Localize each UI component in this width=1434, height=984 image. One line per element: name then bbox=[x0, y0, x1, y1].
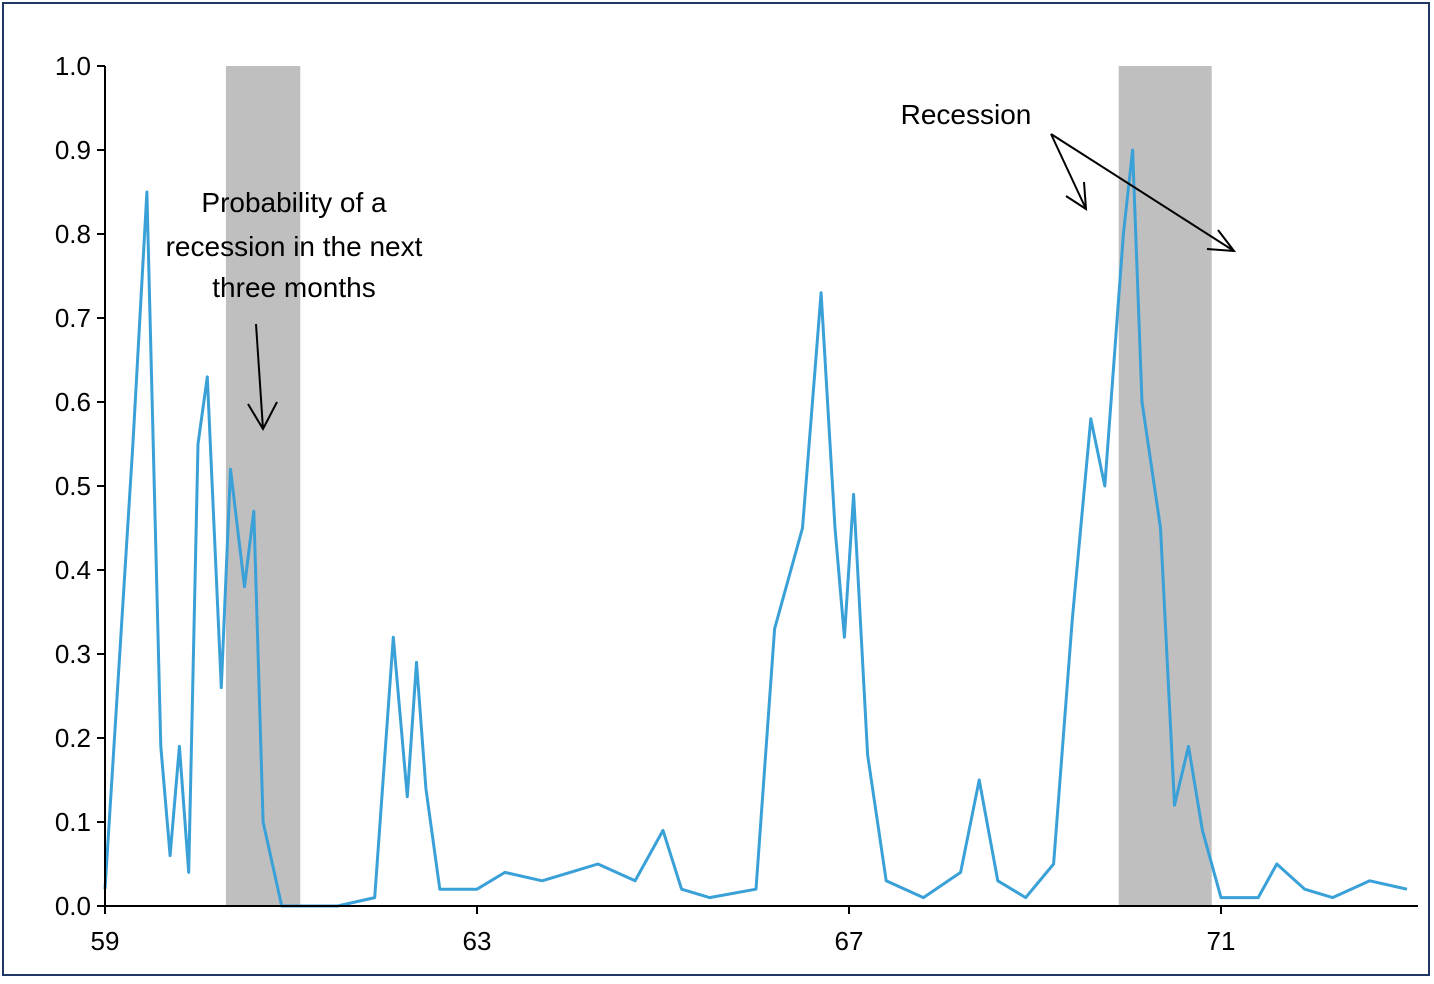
y-tick-label: 0.1 bbox=[55, 807, 91, 837]
y-tick-label: 0.3 bbox=[55, 639, 91, 669]
probability-annotation-line-2: recession in the next bbox=[166, 231, 423, 262]
recession-annotation: Recession bbox=[901, 99, 1237, 253]
probability-arrow bbox=[255, 323, 264, 430]
y-tick-label: 0.4 bbox=[55, 555, 91, 585]
probability-series-line bbox=[103, 148, 1408, 908]
x-ticks: 59 63 67 71 bbox=[91, 906, 1236, 956]
y-tick-label: 0.9 bbox=[55, 135, 91, 165]
x-tick-label: 63 bbox=[463, 926, 492, 956]
probability-annotation-line-1: Probability of a bbox=[201, 187, 387, 218]
recession-arrow-2008 bbox=[1050, 133, 1235, 252]
y-tick-label: 0.5 bbox=[55, 471, 91, 501]
recession-annotation-label: Recession bbox=[901, 99, 1032, 130]
recession-probability-chart: 0.0 0.1 0.2 0.3 0.4 0.5 0.6 0.7 0.8 0.9 1.0 59 63 67… bbox=[55, 51, 1418, 956]
recession-band-0 bbox=[225, 66, 301, 906]
x-tick-label: 67 bbox=[835, 926, 864, 956]
y-tick-label: 0.6 bbox=[55, 387, 91, 417]
x-tick-label: 71 bbox=[1207, 926, 1236, 956]
probability-annotation: Probability of a recession in the next t… bbox=[166, 187, 423, 432]
y-tick-label: 1.0 bbox=[55, 51, 91, 81]
recession-arrow-2001 bbox=[1050, 133, 1087, 210]
y-tick-label: 0.0 bbox=[55, 891, 91, 921]
recession-band-1 bbox=[1118, 66, 1212, 906]
recession-arrowhead-2001 bbox=[1065, 181, 1088, 211]
x-tick-label: 59 bbox=[91, 926, 120, 956]
probability-arrowhead bbox=[247, 401, 278, 432]
y-tick-label: 0.2 bbox=[55, 723, 91, 753]
probability-annotation-line-3: three months bbox=[212, 272, 375, 303]
y-tick-label: 0.7 bbox=[55, 303, 91, 333]
y-ticks: 0.0 0.1 0.2 0.3 0.4 0.5 0.6 0.7 0.8 0.9 1.0 bbox=[55, 51, 105, 921]
recession-arrowhead-2008 bbox=[1206, 229, 1237, 253]
y-tick-label: 0.8 bbox=[55, 219, 91, 249]
probability-line-layer bbox=[103, 148, 1408, 908]
